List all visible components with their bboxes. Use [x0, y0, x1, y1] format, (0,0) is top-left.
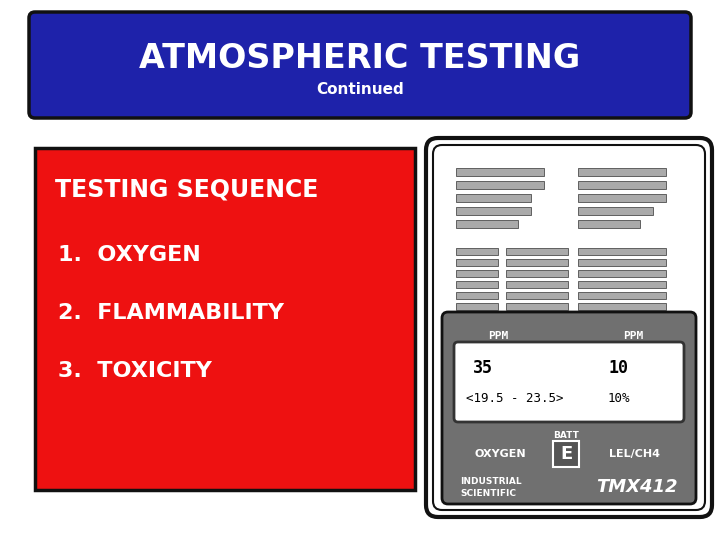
Bar: [456, 303, 498, 310]
Bar: [578, 168, 666, 176]
Bar: [506, 270, 568, 277]
Bar: [456, 248, 498, 255]
Bar: [578, 220, 640, 228]
Text: PPM: PPM: [623, 331, 643, 341]
Bar: [578, 292, 666, 299]
Bar: [506, 303, 568, 310]
Bar: [456, 181, 544, 189]
Text: SCIENTIFIC: SCIENTIFIC: [460, 489, 516, 497]
Bar: [578, 303, 666, 310]
FancyBboxPatch shape: [442, 312, 696, 504]
Text: <19.5 - 23.5>: <19.5 - 23.5>: [466, 392, 564, 404]
Text: 1.  OXYGEN: 1. OXYGEN: [58, 245, 201, 265]
Text: 2.  FLAMMABILITY: 2. FLAMMABILITY: [58, 303, 284, 323]
Text: INDUSTRIAL: INDUSTRIAL: [460, 476, 521, 485]
Bar: [506, 248, 568, 255]
Bar: [578, 281, 666, 288]
Text: 10: 10: [608, 359, 628, 377]
Bar: [578, 270, 666, 277]
Bar: [578, 248, 666, 255]
Bar: [456, 207, 531, 215]
Bar: [578, 181, 666, 189]
Text: 35: 35: [473, 359, 493, 377]
Text: 10%: 10%: [608, 392, 631, 404]
Text: 3.  TOXICITY: 3. TOXICITY: [58, 361, 212, 381]
Bar: [456, 259, 498, 266]
Text: Continued: Continued: [316, 83, 404, 98]
Bar: [506, 259, 568, 266]
Text: TMX412: TMX412: [596, 478, 678, 496]
Bar: [578, 194, 666, 202]
FancyBboxPatch shape: [433, 145, 705, 510]
Text: ATMOSPHERIC TESTING: ATMOSPHERIC TESTING: [140, 42, 580, 75]
Text: PPM: PPM: [488, 331, 508, 341]
Bar: [456, 292, 498, 299]
Bar: [456, 220, 518, 228]
Bar: [578, 259, 666, 266]
Bar: [553, 441, 579, 467]
Text: BATT: BATT: [553, 431, 579, 441]
Bar: [578, 207, 653, 215]
Bar: [506, 281, 568, 288]
Bar: [456, 281, 498, 288]
Text: E: E: [560, 445, 572, 463]
FancyBboxPatch shape: [454, 342, 684, 422]
Bar: [456, 168, 544, 176]
Text: TESTING SEQUENCE: TESTING SEQUENCE: [55, 178, 318, 202]
Bar: [456, 270, 498, 277]
Bar: [456, 194, 531, 202]
Bar: [506, 292, 568, 299]
Text: OXYGEN: OXYGEN: [474, 449, 526, 459]
FancyBboxPatch shape: [426, 138, 712, 517]
Text: LEL/CH4: LEL/CH4: [610, 449, 660, 459]
FancyBboxPatch shape: [29, 12, 691, 118]
Bar: [35, 148, 415, 490]
